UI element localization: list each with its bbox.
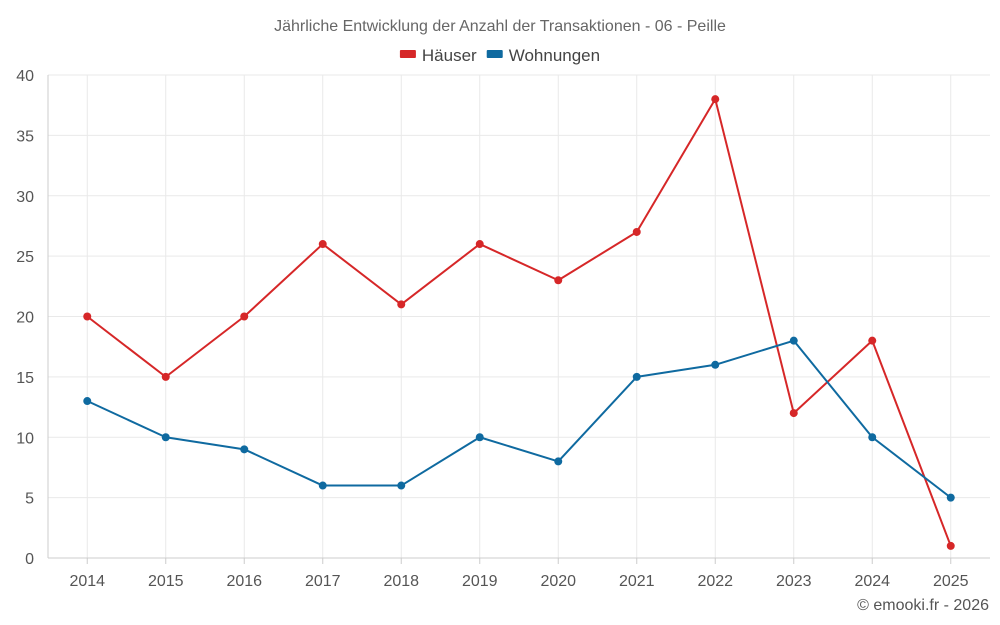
x-tick-label: 2015 (148, 573, 184, 590)
data-point-wohnungen[interactable] (397, 481, 406, 490)
data-point-wohnungen[interactable] (632, 372, 641, 381)
x-tick-label: 2021 (619, 573, 655, 590)
x-tick-label: 2024 (854, 573, 890, 590)
legend-item-wohnungen[interactable]: Wohnungen (486, 46, 600, 65)
legend-swatch (399, 50, 416, 58)
x-tick-label: 2018 (383, 573, 419, 590)
y-tick-label: 10 (16, 430, 34, 447)
data-point-haeuser[interactable] (83, 312, 92, 321)
x-tick-label: 2016 (226, 573, 262, 590)
y-tick-label: 40 (16, 68, 34, 85)
data-point-haeuser[interactable] (397, 300, 406, 309)
data-point-haeuser[interactable] (161, 372, 170, 381)
series (83, 95, 955, 550)
data-point-haeuser[interactable] (240, 312, 249, 321)
data-point-haeuser[interactable] (554, 276, 563, 285)
x-tick-label: 2020 (540, 573, 576, 590)
legend: Häuser Wohnungen (399, 46, 600, 65)
y-tick-label: 25 (16, 249, 34, 266)
data-point-wohnungen[interactable] (554, 457, 563, 466)
data-point-wohnungen[interactable] (946, 493, 955, 502)
data-point-wohnungen[interactable] (83, 397, 92, 406)
legend-label: Wohnungen (509, 46, 600, 65)
y-tick-label: 20 (16, 310, 34, 327)
data-point-haeuser[interactable] (789, 409, 798, 418)
x-tick-label: 2017 (305, 573, 341, 590)
data-point-wohnungen[interactable] (711, 360, 720, 369)
data-point-haeuser[interactable] (946, 541, 955, 550)
series-line-wohnungen (86, 339, 952, 499)
data-point-haeuser[interactable] (711, 95, 720, 104)
legend-swatch (486, 50, 503, 58)
data-point-haeuser[interactable] (318, 240, 327, 249)
y-tick-label: 0 (25, 551, 34, 568)
data-point-wohnungen[interactable] (789, 336, 798, 345)
x-tick-label: 2019 (462, 573, 498, 590)
data-point-haeuser[interactable] (632, 227, 641, 236)
credit-text: © emooki.fr - 2026 (857, 597, 989, 614)
y-tick-label: 15 (16, 370, 34, 387)
data-point-wohnungen[interactable] (318, 481, 327, 490)
data-point-wohnungen[interactable] (475, 433, 484, 442)
series-wohnungen (83, 336, 955, 502)
series-haeuser (83, 95, 955, 550)
x-tick-label: 2022 (697, 573, 733, 590)
data-point-wohnungen[interactable] (161, 433, 170, 442)
data-point-haeuser[interactable] (868, 336, 877, 345)
data-point-wohnungen[interactable] (240, 445, 249, 454)
grid (48, 74, 990, 558)
y-tick-label: 5 (25, 491, 34, 508)
series-line-haeuser (86, 98, 952, 547)
legend-label: Häuser (422, 46, 477, 65)
data-point-wohnungen[interactable] (868, 433, 877, 442)
x-tick-label: 2025 (933, 573, 969, 590)
data-point-haeuser[interactable] (475, 240, 484, 249)
y-tick-label: 30 (16, 189, 34, 206)
y-tick-label: 35 (16, 128, 34, 145)
chart-title: Jährliche Entwicklung der Anzahl der Tra… (274, 18, 726, 35)
x-tick-label: 2023 (776, 573, 812, 590)
x-tick-label: 2014 (69, 573, 105, 590)
legend-item-haeuser[interactable]: Häuser (399, 46, 477, 65)
